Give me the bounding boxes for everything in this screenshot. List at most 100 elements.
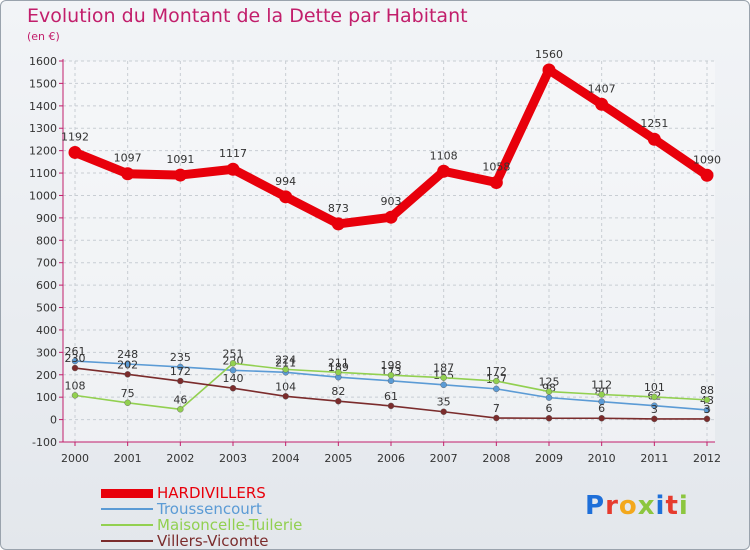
- data-point: [384, 210, 398, 224]
- data-point: [124, 399, 131, 406]
- data-point: [229, 360, 237, 367]
- data-point: [493, 377, 500, 385]
- x-tick-label: 2012: [693, 452, 721, 465]
- legend-swatch-hardivillers: [101, 488, 153, 498]
- data-point: [651, 393, 658, 401]
- data-point: [545, 394, 553, 401]
- data-label: 88: [700, 384, 714, 397]
- data-label: 1192: [61, 130, 89, 143]
- logo-letter: o: [618, 491, 638, 521]
- data-label: 101: [644, 381, 665, 394]
- data-point: [598, 391, 605, 398]
- data-point: [279, 190, 293, 204]
- data-label: 211: [275, 356, 296, 369]
- x-tick-label: 2009: [535, 452, 563, 465]
- data-point: [440, 408, 447, 415]
- y-tick-label: 600: [36, 279, 57, 292]
- legend-label-maisoncelle-tuilerie: Maisoncelle-Tuilerie: [157, 516, 303, 534]
- data-label: 6: [546, 402, 553, 415]
- data-label: 261: [65, 345, 86, 358]
- data-point: [703, 415, 711, 423]
- data-label: 1091: [166, 153, 194, 166]
- data-label: 172: [170, 365, 191, 378]
- logo-letter: x: [637, 491, 656, 521]
- y-tick-label: 0: [50, 414, 57, 427]
- y-tick-label: 300: [36, 346, 57, 359]
- data-label: 189: [328, 361, 349, 374]
- legend-swatch-troussencourt: [101, 508, 153, 510]
- x-tick-label: 2006: [377, 452, 405, 465]
- y-tick-label: 200: [36, 369, 57, 382]
- y-tick-label: 100: [36, 391, 57, 404]
- data-label: 7: [493, 402, 500, 415]
- data-point: [335, 398, 342, 405]
- x-tick-label: 2011: [640, 452, 668, 465]
- data-label: 112: [591, 378, 612, 391]
- y-tick-label: 400: [36, 324, 57, 337]
- data-label: 211: [328, 356, 349, 369]
- data-point: [387, 372, 395, 379]
- data-label: 1407: [588, 82, 616, 95]
- data-point: [177, 406, 184, 413]
- data-label: 3: [651, 403, 658, 416]
- data-label: 3: [704, 403, 711, 416]
- y-tick-label: 700: [36, 257, 57, 270]
- x-tick-label: 2001: [114, 452, 142, 465]
- legend-label-hardivillers: HARDIVILLERS: [157, 484, 266, 502]
- data-point: [440, 374, 447, 381]
- data-point: [493, 414, 500, 422]
- logo-letter: r: [605, 491, 619, 521]
- data-point: [121, 167, 135, 181]
- data-label: 82: [331, 385, 345, 398]
- data-label: 235: [170, 351, 191, 364]
- y-tick-label: 1100: [29, 167, 57, 180]
- x-tick-label: 2000: [61, 452, 89, 465]
- y-tick-label: 900: [36, 212, 57, 225]
- data-point: [493, 385, 500, 393]
- data-point: [71, 357, 79, 365]
- data-point: [440, 381, 447, 389]
- data-point: [282, 393, 289, 400]
- x-tick-label: 2007: [430, 452, 458, 465]
- logo-letter: i: [655, 491, 666, 521]
- data-label: 75: [121, 387, 135, 400]
- data-point: [71, 392, 79, 399]
- legend-item-villers-vicomte: Villers-Vicomte: [101, 533, 302, 549]
- data-point: [595, 97, 609, 111]
- data-point: [331, 217, 345, 231]
- x-tick-label: 2003: [219, 452, 247, 465]
- data-label: 873: [328, 202, 349, 215]
- data-label: 1117: [219, 147, 247, 160]
- data-point: [173, 168, 187, 182]
- data-point: [229, 367, 237, 374]
- legend: HARDIVILLERS Troussencourt Maisoncelle-T…: [101, 485, 302, 549]
- data-label: 1251: [640, 117, 668, 130]
- data-point: [387, 402, 395, 410]
- data-label: 1560: [535, 48, 563, 61]
- data-point: [437, 164, 451, 178]
- data-point: [124, 371, 131, 378]
- data-point: [335, 369, 342, 376]
- legend-label-troussencourt: Troussencourt: [157, 500, 262, 518]
- x-tick-label: 2004: [272, 452, 300, 465]
- data-label: 187: [433, 362, 454, 375]
- data-point: [71, 364, 79, 372]
- data-label: 994: [275, 175, 296, 188]
- data-label: 46: [173, 393, 187, 406]
- y-tick-label: 1400: [29, 100, 57, 113]
- data-label: 35: [437, 396, 451, 409]
- y-tick-label: 1200: [29, 145, 57, 158]
- legend-swatch-maisoncelle-tuilerie: [101, 524, 153, 526]
- logo-letter: i: [678, 491, 689, 521]
- data-label: 108: [65, 379, 86, 392]
- legend-label-villers-vicomte: Villers-Vicomte: [157, 532, 269, 550]
- data-label: 140: [223, 372, 244, 385]
- data-label: 104: [275, 380, 296, 393]
- data-label: 6: [598, 402, 605, 415]
- y-tick-label: 1500: [29, 77, 57, 90]
- data-label: 1108: [430, 149, 458, 162]
- legend-item-hardivillers: HARDIVILLERS: [101, 485, 302, 501]
- x-tick-label: 2008: [482, 452, 510, 465]
- line-chart: -100 0 100 200 300 400 500 600 700 800 900 1000 1100…: [29, 48, 721, 465]
